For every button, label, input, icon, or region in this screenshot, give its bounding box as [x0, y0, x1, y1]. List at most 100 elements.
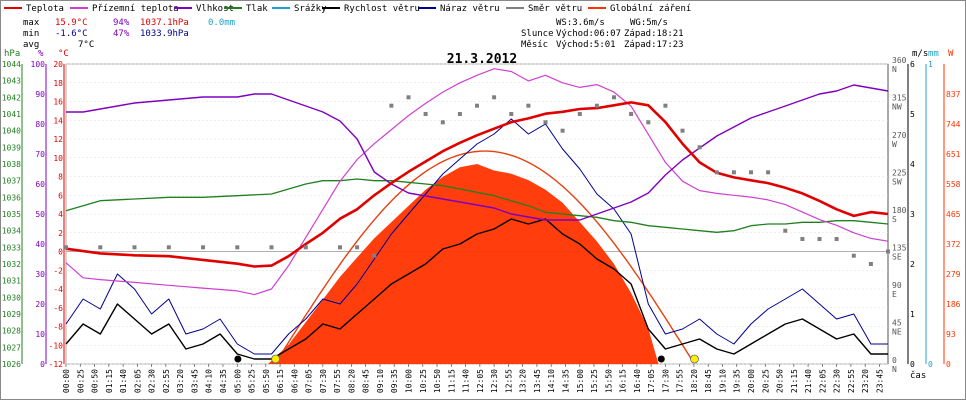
wind-direction-point: [629, 112, 634, 116]
x-tick-label: 17:30: [661, 369, 670, 393]
temperature-tick-label: 0: [58, 248, 63, 257]
wind-direction-point: [166, 245, 171, 250]
pressure-tick-label: 1041: [2, 110, 21, 119]
direction-tick-dir: S: [892, 215, 897, 224]
humidity-unit: %: [38, 49, 44, 59]
series-line-humidity: [66, 84, 889, 221]
wind-direction-point: [731, 170, 736, 175]
temperature-tick-label: -12: [49, 360, 64, 369]
direction-tick-dir: W: [892, 140, 897, 149]
x-tick-label: 06:15: [276, 369, 285, 393]
x-tick-label: 05:00: [233, 369, 242, 393]
stats-max-label: max: [23, 18, 40, 28]
x-tick-label: 22:05: [818, 369, 827, 393]
wind-tick-label: 3: [910, 210, 915, 219]
moonrise-time: Východ:5:01: [556, 40, 616, 50]
x-axis-ticks: 00:00 00:25 00:50 01:15 01:40 02:05 02:30 02:55…: [62, 364, 884, 393]
axis-unit-labels: hPa % °C m/s mm W čas: [4, 49, 954, 381]
astro-block: WS:3.6m/s WG:5m/s Slunce Východ:06:07 Zá…: [521, 18, 684, 50]
pressure-tick-label: 1036: [2, 193, 21, 202]
series-line-wind-speed: [65, 218, 888, 360]
pressure-unit: hPa: [4, 49, 20, 59]
rain-tick-label: 1: [928, 60, 933, 69]
wind-direction-point: [577, 112, 582, 116]
x-tick-label: 17:05: [647, 369, 656, 393]
wind-direction-point: [800, 237, 805, 241]
direction-tick-label: 90: [892, 281, 902, 290]
direction-tick-label: 270: [892, 131, 907, 140]
temperature-tick-label: 16: [53, 98, 63, 107]
direction-tick-dir: SE: [892, 253, 902, 262]
pressure-tick-label: 1030: [2, 293, 21, 302]
stats-avg-label: avg: [23, 40, 39, 50]
direction-tick-dir: E: [892, 290, 897, 299]
legend-label: Rychlost větru: [344, 4, 420, 14]
x-tick-label: 20:50: [776, 369, 785, 393]
x-tick-label: 16:40: [633, 369, 642, 393]
x-tick-label: 17:55: [676, 369, 685, 393]
stats-max-humidity: 94%: [113, 18, 130, 28]
pressure-tick-label: 1038: [2, 160, 21, 169]
x-tick-label: 04:10: [205, 369, 214, 393]
x-tick-label: 14:10: [547, 369, 556, 393]
sunrise-marker: [271, 354, 281, 364]
direction-tick-label: 360: [892, 56, 907, 65]
humidity-tick-label: 30: [35, 270, 45, 279]
legend-label: Tlak: [246, 4, 268, 14]
grid: [66, 63, 888, 365]
direction-tick-label: 180: [892, 206, 907, 215]
wind-direction-point: [560, 128, 565, 133]
temperature-tick-label: 2: [58, 229, 63, 238]
x-tick-label: 21:15: [790, 369, 799, 393]
wind-direction-point: [714, 170, 719, 175]
radiation-tick-label: 744: [946, 120, 961, 129]
x-tick-label: 11:15: [447, 369, 456, 393]
wind-direction-point: [886, 249, 890, 254]
direction-tick-dir: SW: [892, 178, 902, 187]
stats-min-label: min: [23, 29, 39, 39]
temperature-tick-label: 10: [53, 154, 63, 163]
stats-min-pressure: 1033.9hPa: [140, 29, 189, 39]
direction-tick-label: 45: [892, 319, 902, 328]
humidity-tick-label: 40: [35, 240, 45, 249]
wind-direction-point: [697, 145, 702, 150]
wind-direction-point: [372, 253, 377, 258]
rain-tick-label: 0: [928, 360, 933, 369]
x-tick-label: 09:10: [376, 369, 385, 393]
pressure-tick-label: 1043: [2, 77, 21, 86]
moonset-marker: [657, 355, 665, 363]
x-tick-label: 15:00: [576, 369, 585, 393]
pressure-tick-label: 1040: [2, 127, 21, 136]
wind-direction-point: [64, 245, 68, 250]
temperature-unit: °C: [58, 49, 69, 59]
wind-direction-point: [338, 245, 342, 250]
temperature-tick-label: -8: [53, 323, 63, 332]
x-tick-label: 03:20: [176, 369, 185, 393]
x-tick-label: 10:00: [405, 369, 414, 393]
pressure-tick-label: 1042: [2, 93, 21, 102]
wind-direction-point: [355, 245, 360, 250]
wind-direction-point: [851, 253, 856, 258]
pressure-tick-label: 1035: [2, 210, 21, 219]
stats-max-temperature: 15.9°C: [55, 18, 88, 28]
wind-tick-label: 5: [910, 110, 915, 119]
x-tick-label: 05:25: [248, 369, 257, 393]
pressure-tick-label: 1029: [2, 310, 21, 319]
legend-label: Náraz větru: [440, 4, 500, 14]
wind-direction-point: [783, 228, 788, 233]
x-tick-label: 18:20: [690, 369, 699, 393]
temperature-tick-label: 4: [58, 210, 63, 219]
humidity-tick-label: 0: [40, 360, 45, 369]
x-tick-label: 02:30: [148, 369, 157, 393]
direction-tick-dir: N: [892, 65, 897, 74]
wind-direction-point: [132, 245, 137, 250]
sun-label: Slunce: [521, 29, 554, 39]
temperature-tick-label: 6: [58, 191, 63, 200]
direction-tick-dir: N: [892, 365, 897, 374]
plot-area: [64, 68, 890, 365]
wind-direction-point: [543, 120, 548, 125]
humidity-tick-label: 50: [35, 210, 45, 219]
moonrise-marker: [234, 355, 242, 363]
pressure-tick-label: 1044: [2, 60, 21, 69]
